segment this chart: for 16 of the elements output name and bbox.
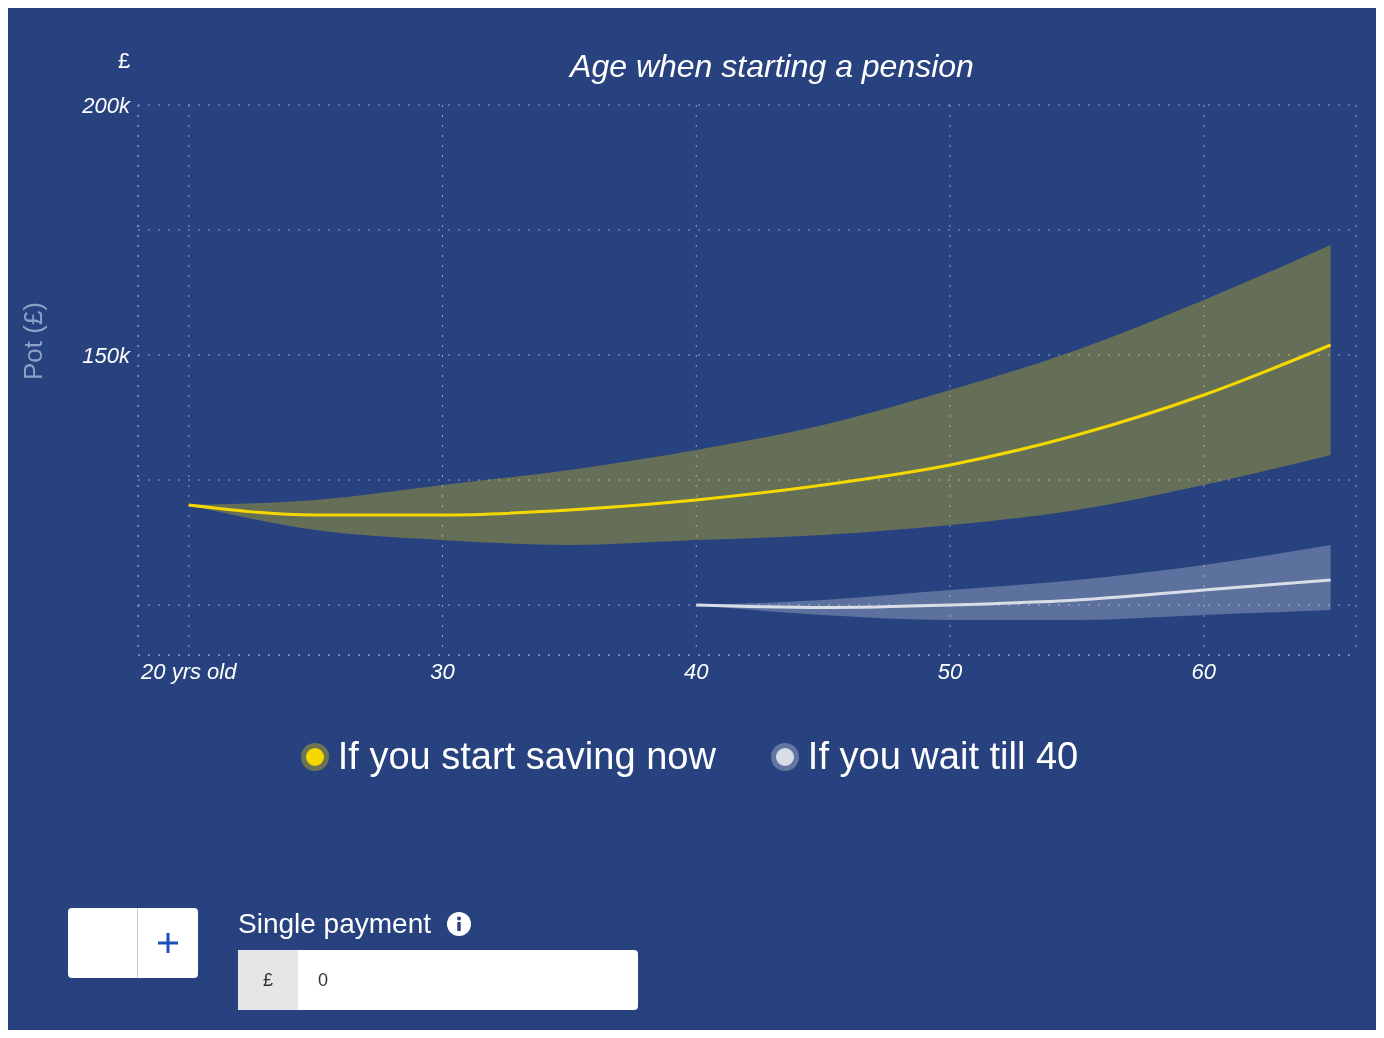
x-tick-label: 50	[937, 658, 963, 684]
legend-label: If you start saving now	[337, 735, 716, 778]
y-tick-label: 200k	[81, 92, 131, 118]
text: Single payment	[238, 908, 432, 940]
x-tick-label: 40	[684, 658, 710, 684]
line-series	[694, 578, 1333, 609]
x-tick-label: 20 yrs old	[140, 658, 238, 684]
text: £	[118, 48, 131, 74]
x-tick-label: 60	[1191, 658, 1217, 684]
x-tick-label: 30	[430, 658, 456, 684]
y-tick-label: 150k	[82, 342, 131, 368]
y-axis-title: Pot (£)	[18, 301, 49, 380]
line-series	[187, 343, 1333, 517]
currency-input: £ 0	[238, 950, 638, 1010]
legend-label: If you wait till 40	[807, 735, 1079, 778]
chart-title: Age when starting a pension	[570, 48, 974, 84]
